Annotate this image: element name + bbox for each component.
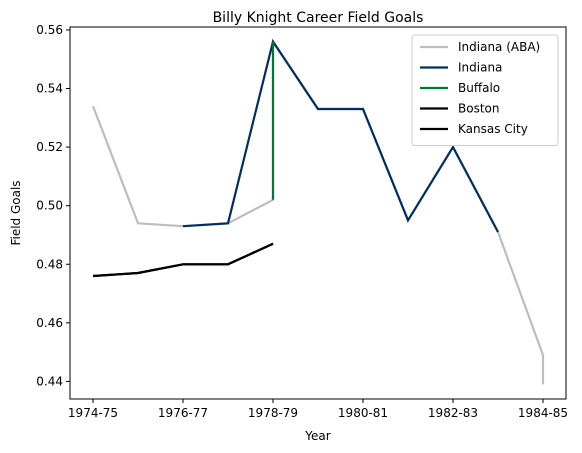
x-tick-label: 1976-77 [158,406,208,420]
series-line-2 [182,38,499,233]
chart-title: Billy Knight Career Field Goals [213,10,424,26]
legend: Indiana (ABA) Indiana Buffalo Boston Kansas … [411,34,559,146]
x-tick-label: 1982-83 [428,406,478,420]
legend-label: Indiana [458,61,502,75]
y-tick-label: 0.52 [36,140,63,154]
series-line-5 [92,242,274,278]
x-axis: 1974-75 1976-77 1978-79 1980-81 1982-83 1984-… [68,399,568,420]
legend-label: Boston [458,102,499,116]
legend-label: Kansas City [458,122,528,136]
x-tick-label: 1978-79 [248,406,298,420]
y-tick-label: 0.54 [36,82,63,96]
legend-label: Indiana (ABA) [458,40,540,54]
y-tick-label: 0.44 [36,374,63,388]
x-axis-title: Year [304,429,330,443]
y-axis-title: Field Goals [9,180,23,245]
plot-lines [91,37,545,385]
series-line-4 [92,242,274,278]
y-tick-label: 0.46 [36,316,63,330]
legend-label: Buffalo [458,81,500,95]
y-axis: 0.44 0.46 0.48 0.50 0.52 0.54 0.56 [36,23,70,388]
x-tick-label: 1974-75 [68,406,118,420]
y-tick-label: 0.50 [36,199,63,213]
y-tick-label: 0.48 [36,257,63,271]
legend-box [411,34,559,146]
x-tick-label: 1980-81 [338,406,388,420]
y-tick-label: 0.56 [36,23,63,37]
x-tick-label: 1984-85 [518,406,568,420]
plot-frame [69,26,567,400]
